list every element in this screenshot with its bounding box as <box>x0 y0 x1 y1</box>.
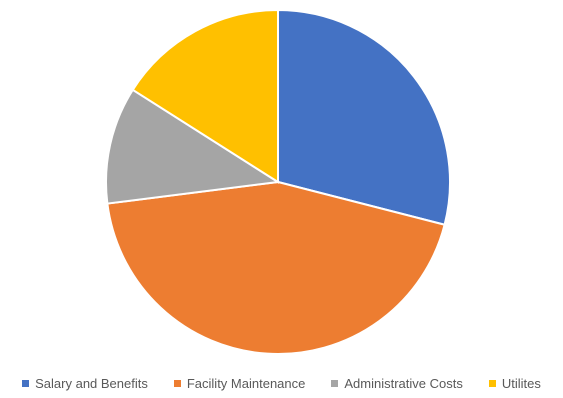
pie-slice-administrative-costs <box>105 88 281 205</box>
legend-label-administrative-costs: Administrative Costs <box>344 376 463 391</box>
legend-item-utilites: Utilites <box>488 376 541 391</box>
legend-swatch-facility-maintenance <box>173 380 181 387</box>
pie-slice-facility-maintenance <box>106 180 446 355</box>
legend-swatch-administrative-costs <box>331 380 339 387</box>
legend-label-facility-maintenance: Facility Maintenance <box>186 376 306 391</box>
legend-swatch-salary-and-benefits <box>22 380 30 387</box>
legend-item-salary-and-benefits: Salary and Benefits <box>22 376 148 391</box>
legend-swatch-utilites <box>488 380 496 387</box>
pie-slice-salary-and-benefits <box>277 8 451 226</box>
chart-legend: Salary and Benefits Facility Maintenance… <box>0 376 563 391</box>
pie-slice-utilites <box>131 8 279 184</box>
pie-plot-area <box>105 8 451 355</box>
legend-label-utilites: Utilites <box>501 376 541 391</box>
legend-item-administrative-costs: Administrative Costs <box>331 376 463 391</box>
legend-label-salary-and-benefits: Salary and Benefits <box>35 376 148 391</box>
legend-item-facility-maintenance: Facility Maintenance <box>173 376 306 391</box>
